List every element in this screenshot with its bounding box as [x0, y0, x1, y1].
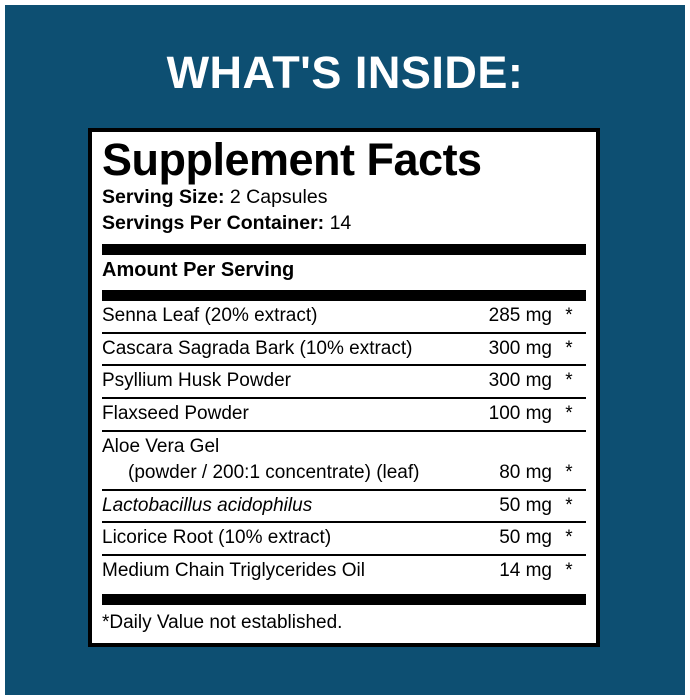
- daily-value-footnote: *Daily Value not established.: [102, 611, 343, 633]
- ingredient-name: Psyllium Husk Powder: [102, 370, 291, 392]
- ingredient-row: Cascara Sagrada Bark (10% extract) 300 mg…: [102, 332, 586, 367]
- ingredients-table: Senna Leaf (20% extract) 285 mg * Cascara S…: [102, 300, 586, 587]
- ingredient-name-cell: Aloe Vera Gel (powder / 200:1 concentrate…: [102, 430, 442, 491]
- serving-size-label: Serving Size:: [102, 186, 225, 209]
- ingredient-row: Senna Leaf (20% extract) 285 mg *: [102, 300, 586, 334]
- ingredient-daily-value: *: [552, 522, 586, 557]
- divider-bar-under-header: [102, 289, 586, 301]
- divider-bar-top: [102, 243, 586, 255]
- ingredient-name: Licorice Root (10% extract): [102, 527, 332, 549]
- ingredient-name: Medium Chain Triglycerides Oil: [102, 560, 365, 582]
- ingredient-name: Senna Leaf (20% extract): [102, 304, 318, 326]
- ingredient-daily-value: *: [565, 560, 573, 582]
- serving-size-line: Serving Size: 2 Capsules: [102, 185, 586, 211]
- divider-bar-footnote: [102, 593, 586, 605]
- ingredient-amount: 300 mg: [442, 332, 552, 367]
- ingredient-daily-value: *: [552, 430, 586, 491]
- page-title: WHAT'S INSIDE:: [166, 47, 524, 98]
- serving-size-value: 2 Capsules: [229, 186, 328, 209]
- ingredient-name-cell: Flaxseed Powder: [102, 398, 442, 432]
- ingredient-name-cell: Licorice Root (10% extract): [102, 522, 442, 557]
- ingredient-row: Lactobacillus acidophilus 50 mg *: [102, 489, 586, 524]
- ingredient-name-cell: Lactobacillus acidophilus: [102, 489, 442, 524]
- supplement-facts-panel: Supplement Facts Serving Size: 2 Capsule…: [88, 128, 600, 647]
- ingredient-daily-value: *: [552, 489, 586, 524]
- ingredient-row: Medium Chain Triglycerides Oil 14 mg *: [102, 555, 586, 587]
- ingredient-name-cell: Psyllium Husk Powder: [102, 365, 442, 400]
- ingredient-amount: 50 mg: [442, 522, 552, 557]
- servings-per-container-label: Servings Per Container:: [102, 211, 325, 234]
- ingredient-name-cell: Medium Chain Triglycerides Oil: [102, 555, 442, 587]
- ingredient-daily-value: *: [552, 398, 586, 432]
- ingredient-daily-value: *: [552, 300, 586, 334]
- ingredient-row: Licorice Root (10% extract) 50 mg *: [102, 522, 586, 557]
- ingredient-row: Aloe Vera Gel (powder / 200:1 concentrate…: [102, 430, 586, 491]
- servings-per-container-line: Servings Per Container: 14: [102, 211, 586, 237]
- ingredient-daily-value: *: [552, 365, 586, 400]
- amount-per-serving-header: Amount Per Serving: [102, 258, 295, 281]
- ingredient-name: Lactobacillus acidophilus: [102, 494, 313, 516]
- ingredient-amount: 100 mg: [442, 398, 552, 432]
- ingredient-amount: 80 mg: [442, 430, 552, 491]
- ingredient-row: Psyllium Husk Powder 300 mg *: [102, 365, 586, 400]
- ingredient-daily-value: *: [552, 332, 586, 367]
- ingredient-amount: 50 mg: [442, 489, 552, 524]
- ingredient-name-cell: Senna Leaf (20% extract): [102, 300, 442, 334]
- ingredient-amount: 300 mg: [442, 365, 552, 400]
- ingredient-row: Flaxseed Powder 100 mg *: [102, 398, 586, 432]
- ingredient-name-cell: Cascara Sagrada Bark (10% extract): [102, 332, 442, 367]
- ingredient-subline: (powder / 200:1 concentrate) (leaf): [128, 461, 420, 483]
- ingredient-name: Aloe Vera Gel: [102, 435, 220, 457]
- servings-per-container-value: 14: [329, 211, 352, 234]
- ingredient-amount: 14 mg: [499, 560, 552, 582]
- ingredient-name: Cascara Sagrada Bark (10% extract): [102, 337, 413, 359]
- ingredient-amount: 285 mg: [442, 300, 552, 334]
- ingredient-name: Flaxseed Powder: [102, 403, 249, 425]
- supplement-facts-title: Supplement Facts: [102, 134, 482, 185]
